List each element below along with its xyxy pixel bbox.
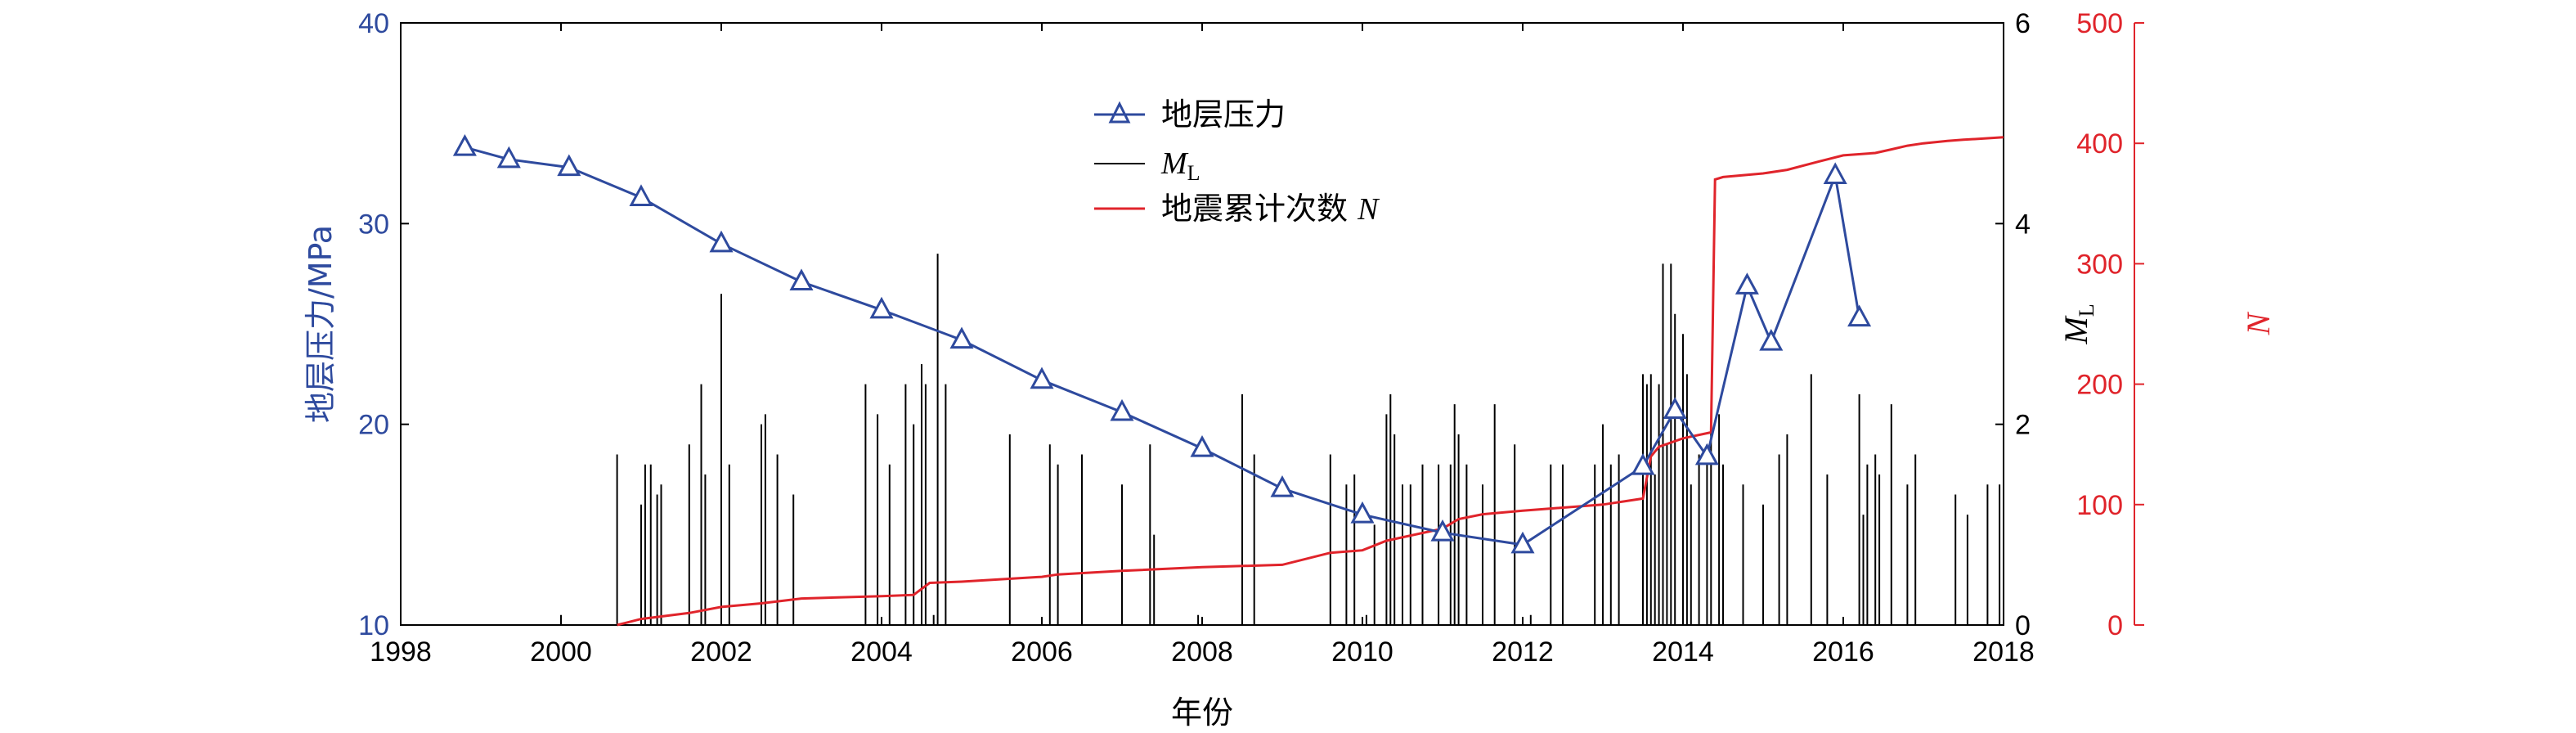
pressure-point (557, 154, 581, 177)
pressure-point (452, 133, 477, 156)
legend-ml-sub: L (1187, 161, 1200, 185)
pressure-point (1823, 162, 1847, 184)
right-axis-n-title: N (2240, 311, 2277, 335)
y-right-n-tick-label: 200 (2076, 370, 2123, 401)
pressure-point (1430, 519, 1455, 542)
legend-pressure-label: 地层压力 (1161, 97, 1286, 133)
tick-labels: 1998 2000 2002 2004 2006 2008 2010 2012 2014 2016… (358, 8, 2123, 668)
y-right-n-tick-label: 100 (2076, 490, 2123, 521)
y-right-n-tick-label: 300 (2076, 249, 2123, 280)
legend-pressure-marker (1108, 101, 1131, 124)
x-tick-label: 2014 (1652, 636, 1714, 668)
y-right-ml-tick-label: 0 (2015, 610, 2031, 641)
y-left-tick-label: 20 (358, 410, 389, 441)
y-right-ml-tick-label: 4 (2015, 209, 2031, 240)
x-tick-label: 2012 (1492, 636, 1554, 668)
pressure-point (789, 268, 814, 290)
pressure-point (1631, 453, 1655, 475)
pressure-point (1350, 501, 1375, 524)
y-right-ml-tick-label: 2 (2015, 410, 2031, 441)
pressure-line (452, 133, 1872, 554)
axis-ticks (400, 22, 2144, 626)
legend-ml-main: M (1160, 146, 1189, 181)
pressure-point (1030, 366, 1054, 389)
x-axis-title: 年份 (1171, 695, 1233, 731)
x-tick-label: 2016 (1812, 636, 1874, 668)
x-tick-label: 2010 (1331, 636, 1393, 668)
pressure-point (496, 146, 521, 169)
y-right-n-tick-label: 0 (2107, 610, 2123, 641)
pressure-point (1110, 398, 1134, 421)
x-tick-label: 2004 (850, 636, 913, 668)
plot-area (400, 22, 2004, 626)
pressure-point (1663, 397, 1687, 419)
y-right-n-tick-label: 400 (2076, 128, 2123, 160)
pressure-series-line (464, 146, 1861, 546)
legend-n-label: 地震累计次数 N (1161, 191, 1380, 227)
pressure-point (1694, 443, 1719, 465)
legend-n-prefix: 地震累计次数 (1161, 191, 1358, 227)
pressure-point (869, 296, 894, 319)
legend: 地层压力 ML 地震累计次数 N (1094, 97, 1380, 227)
x-tick-label: 2018 (1972, 636, 2035, 668)
pressure-point (1270, 475, 1295, 497)
y-left-tick-label: 40 (358, 8, 389, 39)
y-right-ml-tick-label: 6 (2015, 8, 2031, 39)
pressure-point (1759, 328, 1784, 351)
x-tick-label: 2006 (1011, 636, 1073, 668)
pressure-point (1735, 272, 1759, 295)
n-step-line (617, 136, 2004, 627)
n-series-path (617, 136, 2004, 627)
y-left-tick-label: 30 (358, 209, 389, 240)
legend-ml-label: ML (1160, 146, 1200, 185)
pressure-point (709, 230, 734, 253)
ml-title-sub: L (2075, 304, 2098, 317)
pressure-point (1190, 434, 1214, 457)
left-axis-title: 地层压力/MPa (303, 225, 339, 423)
x-tick-label: 2008 (1171, 636, 1233, 668)
pressure-point (1510, 531, 1535, 554)
pressure-point (949, 326, 974, 349)
ml-title-main: M (2058, 315, 2094, 345)
pressure-point (629, 184, 653, 206)
y-right-n-tick-label: 500 (2076, 8, 2123, 39)
x-tick-label: 1998 (370, 636, 432, 668)
y-left-tick-label: 10 (358, 610, 389, 641)
x-tick-label: 2000 (530, 636, 592, 668)
right-axis-ml-title: ML (2058, 304, 2098, 344)
pressure-point (1847, 304, 1872, 327)
legend-n-italic: N (1357, 192, 1380, 227)
x-tick-label: 2002 (690, 636, 752, 668)
